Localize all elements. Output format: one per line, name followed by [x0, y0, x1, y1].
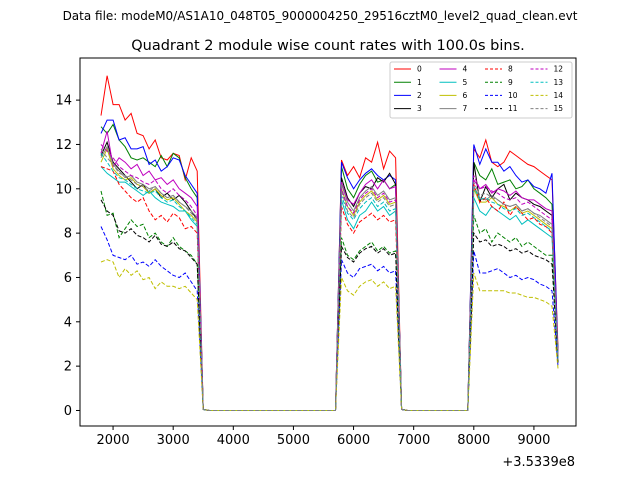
x-tick-label: 2000: [97, 433, 130, 448]
legend-label-7: 7: [463, 104, 468, 113]
legend-label-1: 1: [417, 78, 422, 87]
y-tick-label: 4: [64, 315, 72, 330]
y-tick-label: 14: [55, 94, 72, 109]
series-line-12: [100, 144, 559, 411]
x-tick-label: 6000: [337, 433, 370, 448]
legend-label-5: 5: [463, 78, 468, 87]
y-tick-label: 8: [64, 227, 72, 242]
chart-title: Quadrant 2 module wise count rates with …: [131, 38, 525, 54]
plot-area: [100, 75, 559, 411]
axes: 2000 3000 4000 5000 6000 7000 8000 900002468101…: [55, 57, 577, 448]
legend-box: [389, 61, 573, 119]
series-line-8: [100, 166, 559, 411]
legend-label-15: 15: [554, 104, 564, 113]
x-tick-label: 5000: [277, 433, 310, 448]
x-tick-label: 8000: [457, 433, 490, 448]
y-tick-label: 12: [55, 138, 72, 153]
legend-label-6: 6: [463, 91, 468, 100]
legend-label-14: 14: [554, 91, 564, 100]
legend-label-3: 3: [417, 104, 422, 113]
series-line-9: [100, 190, 559, 411]
legend-label-0: 0: [417, 65, 422, 74]
legend-label-13: 13: [554, 78, 564, 87]
x-tick-label: 4000: [217, 433, 250, 448]
series-line-2: [100, 119, 559, 411]
legend-label-10: 10: [508, 91, 518, 100]
legend-label-4: 4: [463, 65, 468, 74]
series-line-13: [100, 153, 559, 411]
x-tick-label: 9000: [517, 433, 550, 448]
legend-label-9: 9: [508, 78, 513, 87]
series-line-4: [100, 131, 559, 411]
axes-frame: [79, 57, 577, 427]
x-tick-label: 3000: [157, 433, 190, 448]
legend-label-11: 11: [508, 104, 518, 113]
legend-label-8: 8: [508, 65, 513, 74]
series-line-0: [100, 75, 559, 411]
legend-label-12: 12: [554, 65, 564, 74]
y-tick-label: 0: [64, 404, 72, 419]
series-line-14: [100, 259, 559, 411]
series-line-11: [100, 199, 559, 411]
series-line-1: [100, 123, 559, 411]
x-tick-label: 7000: [397, 433, 430, 448]
legend-label-2: 2: [417, 91, 422, 100]
series-line-15: [100, 148, 559, 411]
series-line-10: [100, 226, 559, 411]
suptitle: Data file: modeM0/AS1A10_048T05_90000042…: [63, 9, 578, 23]
y-tick-label: 6: [64, 271, 72, 286]
x-offset-label: +3.5339e8: [502, 455, 575, 470]
y-tick-label: 10: [55, 182, 72, 197]
y-tick-label: 2: [64, 360, 72, 375]
